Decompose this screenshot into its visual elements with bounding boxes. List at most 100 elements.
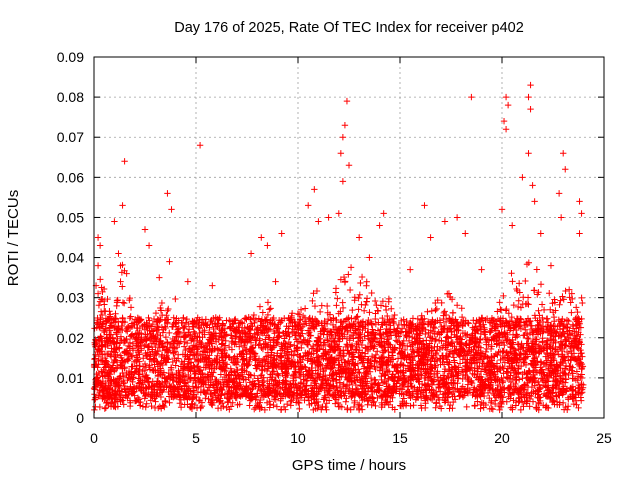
data-point — [264, 299, 272, 306]
data-points — [90, 81, 587, 414]
data-point — [537, 385, 544, 392]
data-point — [259, 345, 267, 353]
data-point — [158, 299, 166, 307]
data-point — [387, 322, 394, 329]
data-point — [259, 309, 267, 316]
data-point — [422, 326, 429, 333]
data-point — [347, 264, 355, 271]
data-point — [346, 286, 354, 294]
data-point — [218, 399, 226, 407]
data-point — [270, 336, 278, 343]
data-point — [342, 398, 350, 405]
data-point — [514, 303, 522, 311]
data-point — [103, 398, 111, 406]
data-point — [141, 360, 149, 368]
data-point — [222, 342, 229, 349]
data-point — [573, 368, 581, 375]
data-point — [219, 336, 227, 344]
data-point — [294, 390, 301, 397]
data-point — [446, 405, 453, 412]
data-point — [129, 378, 136, 386]
data-point — [239, 365, 246, 373]
data-point — [397, 355, 405, 362]
data-point — [431, 393, 438, 400]
data-point — [578, 349, 585, 357]
data-point — [360, 307, 368, 314]
data-point — [176, 383, 184, 390]
data-point — [490, 390, 497, 398]
data-point — [287, 402, 294, 409]
data-point — [334, 399, 342, 407]
data-point — [357, 279, 364, 287]
data-point — [374, 348, 381, 355]
x-tick-label: 25 — [596, 430, 612, 446]
data-point — [196, 324, 204, 332]
y-tick-label: 0 — [76, 410, 84, 426]
data-point — [349, 306, 356, 314]
data-point — [112, 310, 119, 317]
data-point — [141, 367, 148, 374]
data-point — [234, 401, 241, 409]
data-point — [164, 307, 171, 314]
y-tick-label: 0.09 — [57, 49, 84, 65]
data-point — [296, 332, 303, 339]
data-point — [128, 332, 135, 339]
data-point — [323, 302, 331, 310]
data-point — [402, 331, 409, 339]
data-point — [367, 374, 375, 382]
data-point — [562, 287, 569, 295]
data-point — [165, 305, 172, 313]
data-point — [526, 403, 533, 410]
data-point — [372, 315, 379, 323]
data-point — [226, 317, 233, 324]
data-point — [145, 314, 152, 322]
data-point — [220, 359, 227, 366]
data-point — [148, 348, 156, 355]
axis-ticks: 0 5 10 15 20 2500.010.020.030.040.050.060.070… — [57, 49, 612, 446]
data-point — [358, 273, 366, 281]
data-point — [509, 278, 516, 285]
data-point — [400, 316, 407, 323]
data-point — [95, 302, 103, 309]
data-point — [101, 405, 109, 412]
data-point — [286, 380, 294, 387]
chart-title: Day 176 of 2025, Rate Of TEC Index for r… — [174, 20, 524, 36]
data-point — [364, 401, 371, 408]
data-point — [185, 320, 192, 328]
y-tick-label: 0.06 — [57, 169, 84, 185]
data-point — [448, 328, 456, 336]
data-point — [306, 314, 313, 322]
x-tick-label: 0 — [90, 430, 98, 446]
data-point — [195, 397, 203, 405]
data-point — [389, 394, 396, 401]
data-point — [546, 290, 553, 297]
data-point — [529, 398, 537, 405]
data-point — [324, 335, 331, 343]
y-tick-label: 0.02 — [57, 330, 84, 346]
data-point — [133, 362, 141, 369]
data-point — [458, 313, 466, 321]
data-point — [323, 364, 330, 372]
data-point — [302, 318, 309, 325]
data-point — [256, 303, 264, 310]
data-point — [543, 315, 550, 323]
data-point — [196, 329, 203, 337]
data-point — [508, 270, 515, 277]
data-point — [135, 396, 143, 403]
data-point — [533, 266, 541, 273]
data-point — [334, 295, 341, 302]
data-point — [266, 397, 273, 405]
data-point — [491, 320, 498, 327]
data-point — [246, 402, 253, 409]
data-point — [501, 359, 509, 366]
data-point — [496, 299, 503, 306]
data-point — [267, 305, 274, 312]
y-tick-label: 0.01 — [57, 370, 84, 386]
data-point — [557, 297, 564, 304]
data-point — [412, 396, 419, 403]
data-point — [373, 301, 380, 309]
data-point — [318, 302, 325, 309]
data-point — [410, 402, 417, 409]
data-point — [133, 343, 141, 351]
data-point — [417, 316, 425, 324]
